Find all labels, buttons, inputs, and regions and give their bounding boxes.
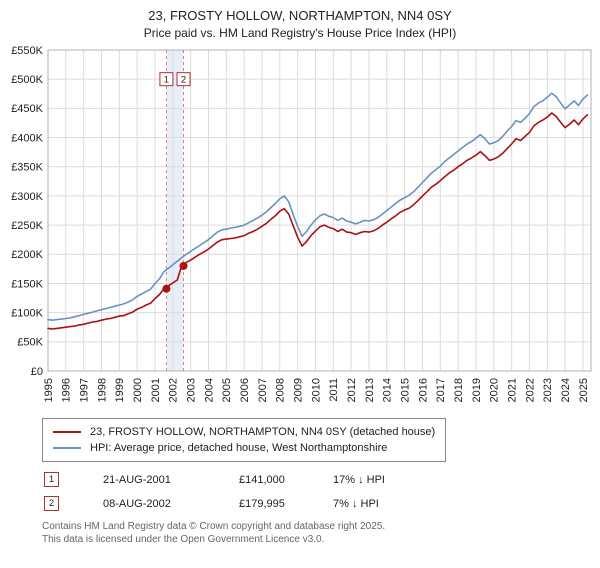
x-axis-tick-label: 2008 (275, 378, 287, 402)
x-axis-tick-label: 1999 (114, 378, 126, 402)
y-axis-tick-label: £150K (11, 278, 43, 290)
transaction-price: £141,000 (239, 473, 285, 486)
y-axis-tick-label: £100K (11, 307, 43, 319)
y-axis-tick-label: £450K (11, 103, 43, 115)
page-subtitle: Price paid vs. HM Land Registry's House … (143, 26, 457, 40)
transaction-row: 1 21-AUG-2001 £141,000 17% ↓ HPI (44, 472, 600, 487)
sale-marker-box (159, 72, 174, 87)
transaction-row: 2 08-AUG-2002 £179,995 7% ↓ HPI (44, 496, 600, 511)
footer-line-2: This data is licensed under the Open Gov… (42, 534, 325, 545)
x-axis-tick-label: 2015 (400, 378, 412, 402)
footer-line-1: Contains HM Land Registry data © Crown c… (42, 521, 386, 532)
x-axis-tick-label: 2001 (150, 378, 162, 402)
y-axis-tick-label: £300K (11, 191, 43, 203)
x-axis-tick-label: 2014 (382, 378, 394, 402)
x-axis-tick-label: 2023 (542, 378, 554, 402)
hpi-line (47, 92, 589, 322)
x-axis-tick-label: 2024 (560, 378, 572, 402)
hpi-line-swatch (53, 447, 81, 449)
y-axis-tick-label: £0 (31, 366, 43, 378)
legend-item-property: 23, FROSTY HOLLOW, NORTHAMPTON, NN4 0SY … (53, 424, 435, 440)
x-axis-tick-label: 2007 (257, 378, 269, 402)
x-axis-tick-label: 2011 (328, 378, 340, 402)
price-history-page: 23, FROSTY HOLLOW, NORTHAMPTON, NN4 0SY … (0, 8, 600, 546)
x-axis-tick-label: 2025 (578, 378, 590, 402)
x-axis-tick-label: 2012 (346, 378, 358, 402)
y-axis-tick-label: £550K (11, 45, 43, 57)
legend-label-hpi: HPI: Average price, detached house, West… (90, 442, 388, 454)
sale-period-band (166, 50, 184, 371)
legend-label-property: 23, FROSTY HOLLOW, NORTHAMPTON, NN4 0SY … (90, 426, 436, 438)
x-axis-tick-label: 2010 (310, 378, 322, 402)
y-axis-tick-label: £400K (11, 132, 43, 144)
x-axis-tick-label: 1996 (61, 378, 73, 402)
x-axis-tick-label: 2020 (489, 378, 501, 402)
sale-marker-dot (162, 284, 171, 293)
x-axis-tick-label: 2019 (471, 378, 483, 402)
x-axis-tick-label: 2017 (435, 378, 447, 402)
sale-marker-number: 1 (164, 75, 169, 86)
x-axis-tick-label: 1995 (43, 378, 55, 402)
transaction-hpi-delta: 17% ↓ HPI (333, 473, 385, 486)
transaction-price: £179,995 (239, 497, 285, 510)
y-axis-tick-label: £350K (11, 162, 43, 174)
x-axis-tick-label: 2000 (132, 378, 144, 402)
transactions-list: 1 21-AUG-2001 £141,000 17% ↓ HPI 2 08-AU… (44, 472, 600, 511)
x-axis-tick-label: 2013 (364, 378, 376, 402)
x-axis-tick-label: 2003 (186, 378, 198, 402)
x-axis-tick-label: 2022 (524, 378, 536, 402)
sale-marker-box (176, 72, 191, 87)
plot-border (47, 49, 592, 372)
x-axis-tick-label: 2016 (417, 378, 429, 402)
y-axis-tick-label: £500K (11, 74, 43, 86)
price-chart: £0 £50K £100K £150K £200K £250K £300K £350K £400… (11, 45, 592, 402)
page-title: 23, FROSTY HOLLOW, NORTHAMPTON, NN4 0SY (148, 8, 452, 23)
x-axis-tick-label: 2018 (453, 378, 465, 402)
copyright-footer: Contains HM Land Registry data © Crown c… (42, 520, 600, 546)
transaction-date: 21-AUG-2001 (103, 473, 171, 486)
x-axis-tick-label: 2004 (203, 378, 215, 402)
x-axis-tick-label: 2006 (239, 378, 251, 402)
x-axis-tick-label: 2021 (506, 378, 518, 402)
y-axis-tick-label: £200K (11, 249, 43, 261)
transaction-date: 08-AUG-2002 (103, 497, 171, 510)
x-axis-tick-label: 2009 (293, 378, 305, 402)
y-axis-tick-label: £250K (11, 220, 43, 232)
x-axis-tick-label: 1998 (96, 378, 108, 402)
sale-marker-dot (179, 261, 188, 270)
x-axis-tick-label: 2005 (221, 378, 233, 402)
property-line-swatch (53, 431, 81, 433)
property-price-line (47, 112, 589, 330)
sale-marker-number: 2 (181, 75, 186, 86)
x-axis-tick-label: 2002 (168, 378, 180, 402)
legend-item-hpi: HPI: Average price, detached house, West… (53, 440, 435, 456)
y-axis-tick-label: £50K (17, 337, 43, 349)
transaction-number-box: 2 (44, 496, 59, 511)
x-axis-tick-label: 1997 (79, 378, 91, 402)
chart-legend: 23, FROSTY HOLLOW, NORTHAMPTON, NN4 0SY … (42, 418, 447, 462)
transaction-hpi-delta: 7% ↓ HPI (333, 497, 379, 510)
transaction-number-box: 1 (44, 472, 59, 487)
